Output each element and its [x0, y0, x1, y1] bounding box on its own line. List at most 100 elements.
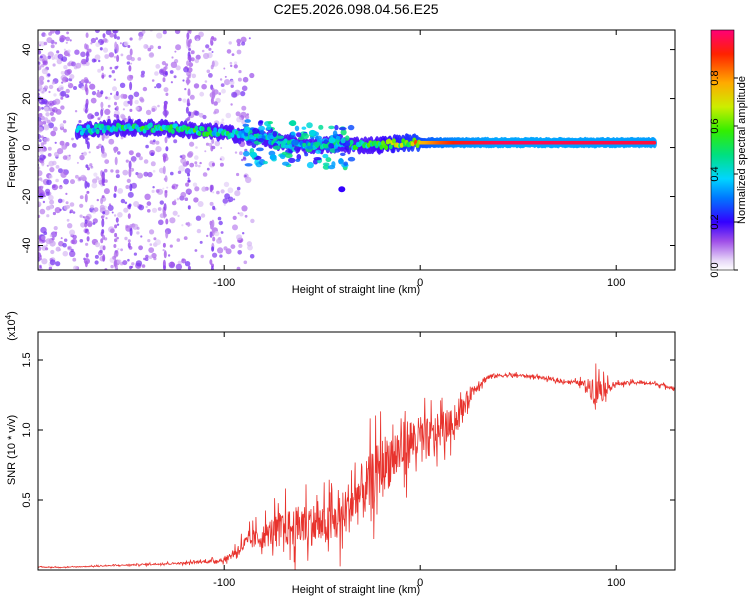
heatmap-noise-cell [137, 57, 142, 61]
heatmap-noise-cell [108, 138, 115, 145]
heatmap-noise-cell [62, 76, 68, 83]
heatmap-branch-cell [243, 150, 250, 157]
heatmap-stripe-cell [162, 165, 166, 175]
heatmap-noise-cell [240, 111, 247, 118]
heatmap-noise-cell [135, 152, 141, 158]
heatmap-stripe-cell [129, 183, 133, 192]
heatmap-noise-cell [222, 198, 229, 204]
spectrogram-x-label: Height of straight line (km) [292, 284, 420, 296]
heatmap-stripe-cell [101, 146, 105, 154]
heatmap-noise-cell [55, 165, 60, 169]
heatmap-stripe-cell [209, 184, 213, 193]
heatmap-noise-cell [116, 223, 120, 226]
heatmap-noise-cell [99, 115, 102, 119]
heatmap-noise-cell [140, 235, 143, 238]
heatmap-noise-cell [54, 141, 57, 144]
heatmap-noise-cell [223, 67, 226, 70]
heatmap-noise-cell [82, 151, 87, 156]
heatmap-stripe-cell [113, 244, 117, 248]
heatmap-stripe-cell [129, 81, 133, 91]
heatmap-noise-cell [43, 124, 50, 131]
heatmap-noise-cell [145, 45, 149, 49]
heatmap-noise-cell [38, 166, 41, 170]
heatmap-stripe-cell [187, 116, 191, 121]
heatmap-branch-cell [267, 121, 273, 125]
heatmap-noise-cell [225, 248, 232, 255]
heatmap-stripe-cell [115, 249, 119, 257]
heatmap-noise-cell [54, 41, 58, 45]
heatmap-stripe-cell [209, 231, 213, 238]
heatmap-noise-cell [174, 199, 177, 202]
heatmap-noise-cell [65, 94, 69, 98]
heatmap-noise-cell [166, 186, 169, 189]
heatmap-stripe-cell [211, 246, 215, 252]
heatmap-noise-cell [110, 169, 114, 173]
heatmap-branch-blob [289, 120, 297, 127]
heatmap-stripe-cell [84, 219, 88, 224]
heatmap-stripe-cell [187, 30, 191, 33]
heatmap-branch-cell [244, 119, 251, 123]
heatmap-noise-cell [144, 257, 149, 262]
heatmap-noise-cell [39, 255, 42, 258]
heatmap-noise-cell [239, 151, 243, 156]
heatmap-noise-cell [201, 186, 207, 192]
heatmap-noise-cell [159, 200, 164, 205]
heatmap-noise-cell [122, 260, 128, 266]
heatmap-noise-cell [180, 191, 187, 198]
heatmap-noise-cell [50, 116, 56, 122]
heatmap-noise-cell [89, 163, 93, 167]
heatmap-noise-cell [104, 108, 111, 115]
heatmap-noise-cell [46, 164, 49, 167]
heatmap-noise-cell [204, 80, 208, 83]
heatmap-noise-cell [59, 184, 63, 188]
heatmap-stripe-cell [186, 77, 190, 86]
heatmap-noise-cell [171, 56, 174, 59]
heatmap-noise-cell [171, 200, 177, 206]
heatmap-noise-cell [139, 96, 144, 102]
heatmap-noise-cell [133, 252, 137, 256]
spectrogram-y-tick-label: 0 [21, 144, 33, 150]
heatmap-branch-blob [250, 151, 258, 158]
heatmap-track-cell [170, 128, 175, 134]
heatmap-marks [38, 30, 657, 270]
heatmap-stripe-cell [85, 253, 89, 258]
heatmap-noise-cell [220, 83, 225, 87]
heatmap-noise-cell [50, 249, 55, 255]
heatmap-noise-cell [46, 37, 53, 44]
heatmap-noise-cell [154, 86, 157, 89]
heatmap-branch-cell [281, 151, 288, 155]
heatmap-noise-cell [55, 261, 61, 267]
heatmap-noise-cell [177, 214, 180, 218]
heatmap-noise-cell [145, 254, 149, 259]
heatmap-noise-cell [236, 116, 242, 123]
heatmap-stripe-cell [102, 211, 106, 215]
heatmap-noise-cell [69, 211, 72, 214]
heatmap-branch-blob [328, 137, 336, 144]
heatmap-noise-cell [194, 249, 198, 252]
heatmap-noise-cell [149, 243, 153, 246]
heatmap-noise-cell [51, 81, 56, 85]
heatmap-branch-cell [328, 125, 335, 130]
heatmap-noise-cell [233, 64, 238, 69]
heatmap-stripe-cell [210, 145, 214, 152]
heatmap-stripe-cell [84, 43, 88, 50]
heatmap-noise-cell [50, 30, 55, 34]
heatmap-noise-cell [103, 188, 110, 195]
heatmap-noise-cell [108, 74, 112, 78]
heatmap-stripe-cell [186, 98, 190, 107]
heatmap-noise-cell [241, 105, 247, 111]
heatmap-noise-cell [65, 88, 70, 94]
heatmap-noise-cell [91, 166, 94, 169]
heatmap-noise-cell [38, 177, 43, 181]
snr-scale-prefix: (x10 [6, 319, 18, 340]
heatmap-noise-cell [115, 174, 120, 179]
heatmap-stripe-cell [100, 40, 104, 44]
snr-y-tick-label: 1.0 [21, 422, 33, 437]
heatmap-noise-cell [236, 234, 243, 241]
heatmap-track-cell [183, 125, 188, 131]
heatmap-noise-cell [74, 110, 78, 113]
heatmap-noise-cell [42, 60, 48, 66]
heatmap-noise-cell [40, 226, 47, 234]
heatmap-noise-cell [97, 68, 102, 73]
heatmap-noise-cell [155, 140, 160, 145]
